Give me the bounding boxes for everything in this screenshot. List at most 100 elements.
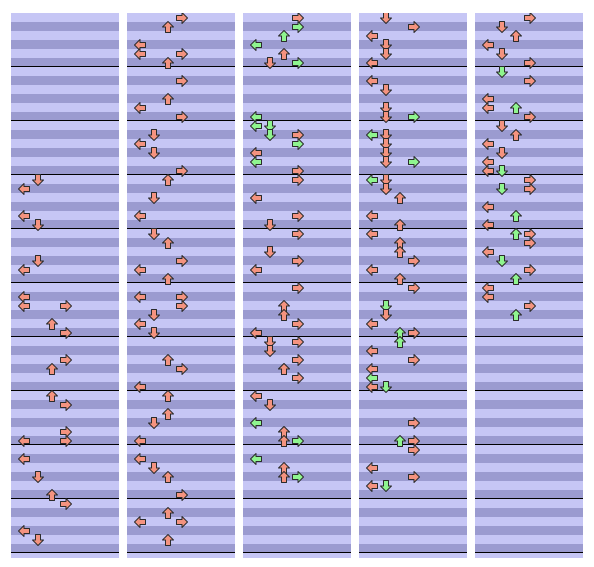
lane-stripe bbox=[359, 319, 467, 328]
lane-stripe bbox=[11, 409, 119, 418]
lane-stripe bbox=[359, 364, 467, 373]
measure-line bbox=[127, 498, 235, 499]
chart-column-4 bbox=[359, 13, 467, 558]
lane-stripe bbox=[11, 373, 119, 382]
arrow-right-icon bbox=[407, 20, 421, 34]
arrow-up-icon bbox=[393, 245, 407, 259]
arrow-up-icon bbox=[161, 389, 175, 403]
chart-column-1 bbox=[11, 13, 119, 558]
measure-line bbox=[359, 174, 467, 175]
lane-stripe bbox=[359, 166, 467, 175]
lane-stripe bbox=[359, 76, 467, 85]
lane-stripe bbox=[11, 346, 119, 355]
arrow-left-icon bbox=[17, 452, 31, 466]
lane-stripe bbox=[243, 103, 351, 112]
lane-stripe bbox=[475, 463, 583, 472]
arrow-left-icon bbox=[481, 218, 495, 232]
lane-stripe bbox=[475, 67, 583, 76]
measure-line bbox=[11, 444, 119, 445]
arrow-right-icon bbox=[523, 110, 537, 124]
measure-line bbox=[475, 390, 583, 391]
arrow-up-icon bbox=[161, 506, 175, 520]
arrow-right-icon bbox=[291, 371, 305, 385]
lane-stripe bbox=[11, 319, 119, 328]
arrow-right-icon bbox=[175, 515, 189, 529]
lane-stripe bbox=[127, 193, 235, 202]
lane-stripe bbox=[127, 220, 235, 229]
lane-stripe bbox=[127, 526, 235, 535]
arrow-right-icon bbox=[523, 56, 537, 70]
lane-stripe bbox=[359, 454, 467, 463]
lane-stripe bbox=[11, 211, 119, 220]
lane-stripe bbox=[475, 256, 583, 265]
arrow-right-icon bbox=[523, 13, 537, 25]
lane-stripe bbox=[243, 544, 351, 553]
measure-line bbox=[475, 444, 583, 445]
lane-stripe bbox=[243, 526, 351, 535]
lane-stripe bbox=[475, 436, 583, 445]
lane-stripe bbox=[475, 310, 583, 319]
lane-stripe bbox=[475, 472, 583, 481]
lane-stripe bbox=[243, 148, 351, 157]
arrow-left-icon bbox=[249, 191, 263, 205]
lane-stripe bbox=[127, 463, 235, 472]
lane-stripe bbox=[475, 517, 583, 526]
lane-stripe bbox=[475, 103, 583, 112]
lane-stripe bbox=[475, 454, 583, 463]
arrow-left-icon bbox=[17, 524, 31, 538]
lane-stripe bbox=[475, 382, 583, 391]
lane-stripe bbox=[11, 526, 119, 535]
lane-stripe bbox=[243, 184, 351, 193]
arrow-right-icon bbox=[175, 488, 189, 502]
lane-stripe bbox=[243, 454, 351, 463]
arrow-up-icon bbox=[161, 470, 175, 484]
measure-line bbox=[243, 66, 351, 67]
arrow-up-icon bbox=[393, 191, 407, 205]
arrow-right-icon bbox=[407, 281, 421, 295]
arrow-up-icon bbox=[161, 92, 175, 106]
lane-stripe bbox=[127, 58, 235, 67]
lane-stripe bbox=[475, 148, 583, 157]
lane-stripe bbox=[243, 508, 351, 517]
lane-stripe bbox=[127, 355, 235, 364]
arrow-right-icon bbox=[175, 362, 189, 376]
lane-stripe bbox=[359, 490, 467, 499]
lane-stripe bbox=[243, 427, 351, 436]
arrow-down-icon bbox=[379, 47, 393, 61]
arrow-left-icon bbox=[481, 290, 495, 304]
lane-stripe bbox=[359, 211, 467, 220]
arrow-down-icon bbox=[379, 479, 393, 493]
measure-line bbox=[243, 390, 351, 391]
arrow-up-icon bbox=[161, 407, 175, 421]
lane-stripe bbox=[475, 85, 583, 94]
lane-stripe bbox=[359, 31, 467, 40]
arrow-down-icon bbox=[31, 173, 45, 187]
lane-stripe bbox=[243, 391, 351, 400]
arrow-left-icon bbox=[17, 299, 31, 313]
lane-stripe bbox=[243, 85, 351, 94]
lane-stripe bbox=[475, 130, 583, 139]
lane-stripe bbox=[11, 58, 119, 67]
arrow-up-icon bbox=[161, 272, 175, 286]
measure-line bbox=[475, 228, 583, 229]
measure-line bbox=[127, 282, 235, 283]
lane-stripe bbox=[243, 310, 351, 319]
lane-stripe bbox=[475, 121, 583, 130]
lane-stripe bbox=[127, 454, 235, 463]
lane-stripe bbox=[475, 400, 583, 409]
lane-stripe bbox=[475, 337, 583, 346]
lane-stripe bbox=[11, 229, 119, 238]
lane-stripe bbox=[475, 544, 583, 553]
lane-stripe bbox=[11, 247, 119, 256]
arrow-right-icon bbox=[407, 443, 421, 457]
lane-stripe bbox=[359, 94, 467, 103]
arrow-left-icon bbox=[249, 389, 263, 403]
lane-stripe bbox=[11, 265, 119, 274]
arrow-right-icon bbox=[291, 281, 305, 295]
lane-stripe bbox=[127, 283, 235, 292]
lane-stripe bbox=[243, 346, 351, 355]
arrow-down-icon bbox=[379, 146, 393, 160]
lane-stripe bbox=[243, 157, 351, 166]
lane-stripe bbox=[11, 22, 119, 31]
arrow-left-icon bbox=[17, 434, 31, 448]
